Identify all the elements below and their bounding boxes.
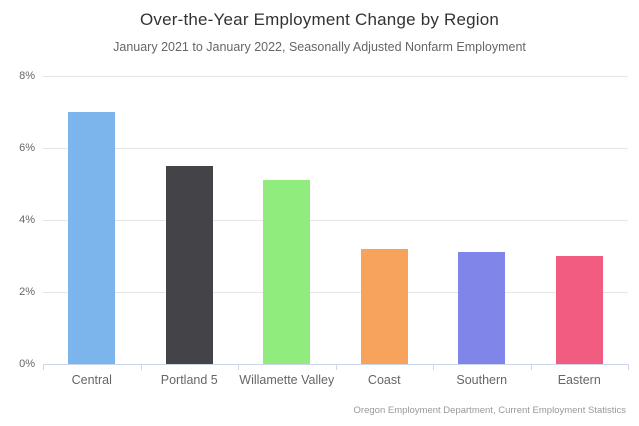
- x-axis-tick: [628, 364, 629, 370]
- bar-central[interactable]: [68, 112, 116, 364]
- chart-title: Over-the-Year Employment Change by Regio…: [139, 10, 500, 29]
- x-axis-tick: [43, 364, 44, 370]
- credits-text: Oregon Employment Department, Current Em…: [353, 405, 626, 416]
- x-axis-tick: [433, 364, 434, 370]
- x-axis-tick: [140, 364, 142, 370]
- x-axis-category-label: Willamette Valley: [239, 373, 335, 387]
- x-axis-tick: [238, 364, 239, 370]
- y-gridline: [43, 291, 628, 293]
- y-axis-tick-label: 4%: [19, 214, 35, 226]
- y-gridline: [43, 147, 628, 149]
- x-axis-category-label: Central: [71, 373, 112, 387]
- y-axis-tick-label: 6%: [19, 142, 35, 154]
- bar-coast[interactable]: [360, 248, 408, 364]
- y-axis-tick-label: 0%: [19, 358, 35, 370]
- y-axis-tick-label: 2%: [19, 286, 35, 298]
- x-axis-category-label: Eastern: [557, 373, 601, 387]
- x-axis-category-label: Portland 5: [160, 373, 218, 387]
- x-axis-tick: [530, 364, 532, 370]
- y-gridline: [43, 219, 628, 221]
- bar-willamette-valley[interactable]: [263, 180, 311, 364]
- x-axis-tick: [335, 364, 337, 370]
- y-gridline: [43, 75, 628, 77]
- bar-eastern[interactable]: [555, 256, 603, 364]
- x-axis-category-label: Southern: [456, 373, 508, 387]
- x-axis-category-label: Coast: [367, 373, 401, 387]
- bar-southern[interactable]: [458, 252, 506, 364]
- bar-portland-5[interactable]: [165, 166, 213, 364]
- y-axis-tick-label: 8%: [19, 70, 35, 82]
- chart-subtitle: January 2021 to January 2022, Seasonally…: [113, 40, 526, 54]
